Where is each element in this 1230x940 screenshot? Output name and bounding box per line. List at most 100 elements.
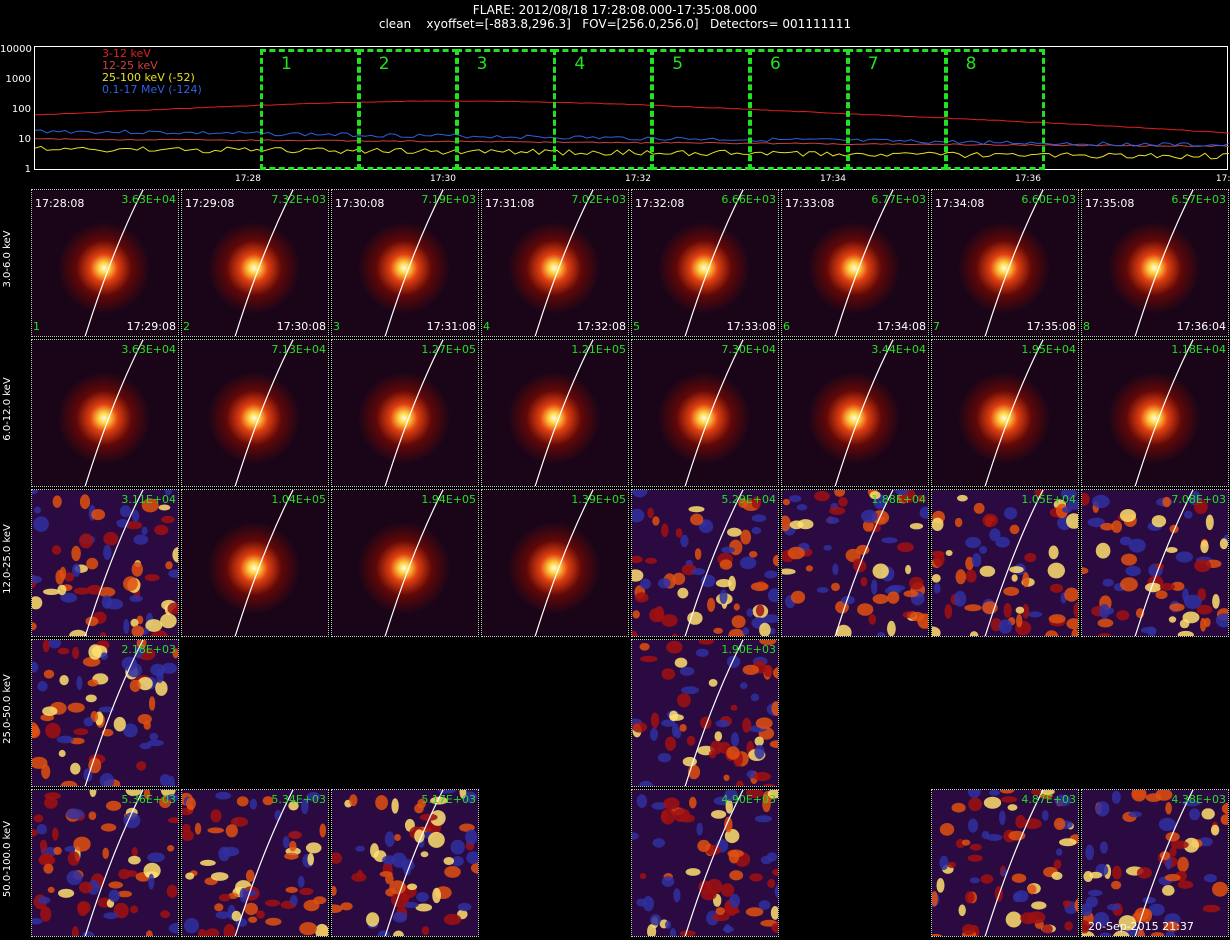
panel-image	[482, 490, 628, 636]
energy-band-label: 25.0-50.0 keV	[2, 674, 13, 744]
plot-title: FLARE: 2012/08/18 17:28:08.000-17:35:08.…	[472, 3, 758, 17]
image-panel[interactable]: 1.04E+05	[181, 489, 329, 637]
image-panel[interactable]: 5.29E+04	[631, 489, 779, 637]
panel-image	[1082, 490, 1228, 636]
panel-peak-value: 7.30E+04	[721, 343, 776, 356]
panel-image	[632, 190, 778, 336]
panel-peak-value: 5.36E+03	[121, 793, 176, 806]
panel-image	[782, 340, 928, 486]
image-panel[interactable]: 4.90E+03	[631, 789, 779, 937]
solar-limb	[234, 790, 294, 936]
image-panel[interactable]: 1.95E+04	[931, 339, 1079, 487]
solar-limb	[684, 340, 744, 486]
solar-limb	[384, 790, 444, 936]
image-panel[interactable]: 7.32E+03 17:29:08 17:30:08 2	[181, 189, 329, 337]
panel-peak-value: 1.88E+04	[871, 493, 926, 506]
panel-interval-number: 1	[33, 320, 40, 333]
interval-number: 8	[965, 54, 977, 74]
interval-box: 2	[357, 49, 458, 170]
image-panel[interactable]: 3.44E+04	[781, 339, 929, 487]
panel-interval-number: 5	[633, 320, 640, 333]
image-panel[interactable]: 1.21E+05	[481, 339, 629, 487]
panel-image	[632, 340, 778, 486]
flare-source	[1108, 372, 1200, 464]
panel-interval-number: 8	[1083, 320, 1090, 333]
interval-number: 7	[867, 54, 879, 74]
interval-box: 1	[260, 49, 360, 170]
image-panel[interactable]: 3.63E+04 17:28:08 17:29:08 1	[31, 189, 179, 337]
image-panel[interactable]: 6.60E+03 17:34:08 17:35:08 7	[931, 189, 1079, 337]
image-panel[interactable]: 5.34E+03	[181, 789, 329, 937]
image-panel[interactable]: 1.94E+05	[331, 489, 479, 637]
image-panel[interactable]: 3.63E+04	[31, 339, 179, 487]
panel-peak-value: 7.19E+03	[421, 193, 476, 206]
panel-image	[332, 790, 478, 936]
lightcurve-trace	[35, 138, 1229, 148]
image-panel[interactable]: 1.90E+03	[631, 639, 779, 787]
solar-limb	[384, 190, 444, 336]
image-panel[interactable]: 5.36E+03	[31, 789, 179, 937]
solar-limb	[84, 490, 144, 636]
panel-image	[182, 340, 328, 486]
image-panel[interactable]: 7.19E+03 17:30:08 17:31:08 3	[331, 189, 479, 337]
solar-limb	[834, 190, 894, 336]
image-panel[interactable]: 4.87E+03	[931, 789, 1079, 937]
lightcurve-trace	[35, 100, 1229, 134]
solar-limb	[684, 190, 744, 336]
image-panel[interactable]: 3.11E+04	[31, 489, 179, 637]
panel-image	[32, 190, 178, 336]
image-panel[interactable]: 2.18E+03	[31, 639, 179, 787]
image-panel[interactable]: 6.66E+03 17:32:08 17:33:08 5	[631, 189, 779, 337]
image-panel[interactable]: 1.27E+05	[331, 339, 479, 487]
legend-entry: 0.1-17 MeV (-124)	[102, 83, 202, 96]
panel-end-time: 17:30:08	[276, 320, 326, 333]
panel-end-time: 17:36:04	[1176, 320, 1226, 333]
panel-peak-value: 1.05E+04	[1021, 493, 1076, 506]
solar-limb	[84, 340, 144, 486]
plot-subtitle: clean xyoffset=[-883.8,296.3] FOV=[256.0…	[378, 17, 852, 31]
image-panel[interactable]: 7.02E+03 17:31:08 17:32:08 4	[481, 189, 629, 337]
flare-source	[358, 222, 450, 314]
panel-image	[632, 640, 778, 786]
panel-peak-value: 1.21E+05	[571, 343, 626, 356]
solar-limb	[984, 190, 1044, 336]
image-panel[interactable]: 7.13E+04	[181, 339, 329, 487]
x-tick-label: 17:28	[235, 174, 261, 184]
panel-image	[182, 790, 328, 936]
image-panel[interactable]: 5.17E+03	[331, 789, 479, 937]
panel-peak-value: 1.27E+05	[421, 343, 476, 356]
interval-box: 5	[651, 49, 752, 170]
interval-box: 3	[455, 49, 556, 170]
image-panel[interactable]: 1.39E+05	[481, 489, 629, 637]
panel-start-time: 17:34:08	[935, 197, 985, 210]
panel-image	[932, 340, 1078, 486]
panel-peak-value: 1.94E+05	[421, 493, 476, 506]
solar-limb	[834, 490, 894, 636]
image-panel[interactable]: 6.77E+03 17:33:08 17:34:08 6	[781, 189, 929, 337]
solar-limb	[384, 490, 444, 636]
panel-end-time: 17:32:08	[576, 320, 626, 333]
panel-peak-value: 7.02E+03	[571, 193, 626, 206]
image-panel[interactable]: 1.05E+04	[931, 489, 1079, 637]
panel-image	[182, 490, 328, 636]
panel-image	[1082, 190, 1228, 336]
image-panel[interactable]: 1.88E+04	[781, 489, 929, 637]
legend-entry: 12-25 keV	[102, 59, 158, 72]
panel-start-time: 17:28:08	[35, 197, 85, 210]
image-panel[interactable]: 1.18E+04	[1081, 339, 1229, 487]
flare-source	[808, 222, 900, 314]
image-panel[interactable]: 4.38E+03	[1081, 789, 1229, 937]
energy-band-label: 12.0-25.0 keV	[2, 524, 13, 594]
y-tick-label: 100	[11, 104, 31, 115]
panel-peak-value: 7.32E+03	[271, 193, 326, 206]
panel-image	[1082, 790, 1228, 936]
flare-source	[958, 222, 1050, 314]
panel-image	[932, 790, 1078, 936]
panel-image	[32, 640, 178, 786]
image-panel[interactable]: 6.57E+03 17:35:08 17:36:04 8	[1081, 189, 1229, 337]
image-panel[interactable]: 7.30E+04	[631, 339, 779, 487]
panel-image	[782, 190, 928, 336]
panel-peak-value: 3.63E+04	[121, 343, 176, 356]
image-panel[interactable]: 7.08E+03	[1081, 489, 1229, 637]
panel-peak-value: 3.63E+04	[121, 193, 176, 206]
